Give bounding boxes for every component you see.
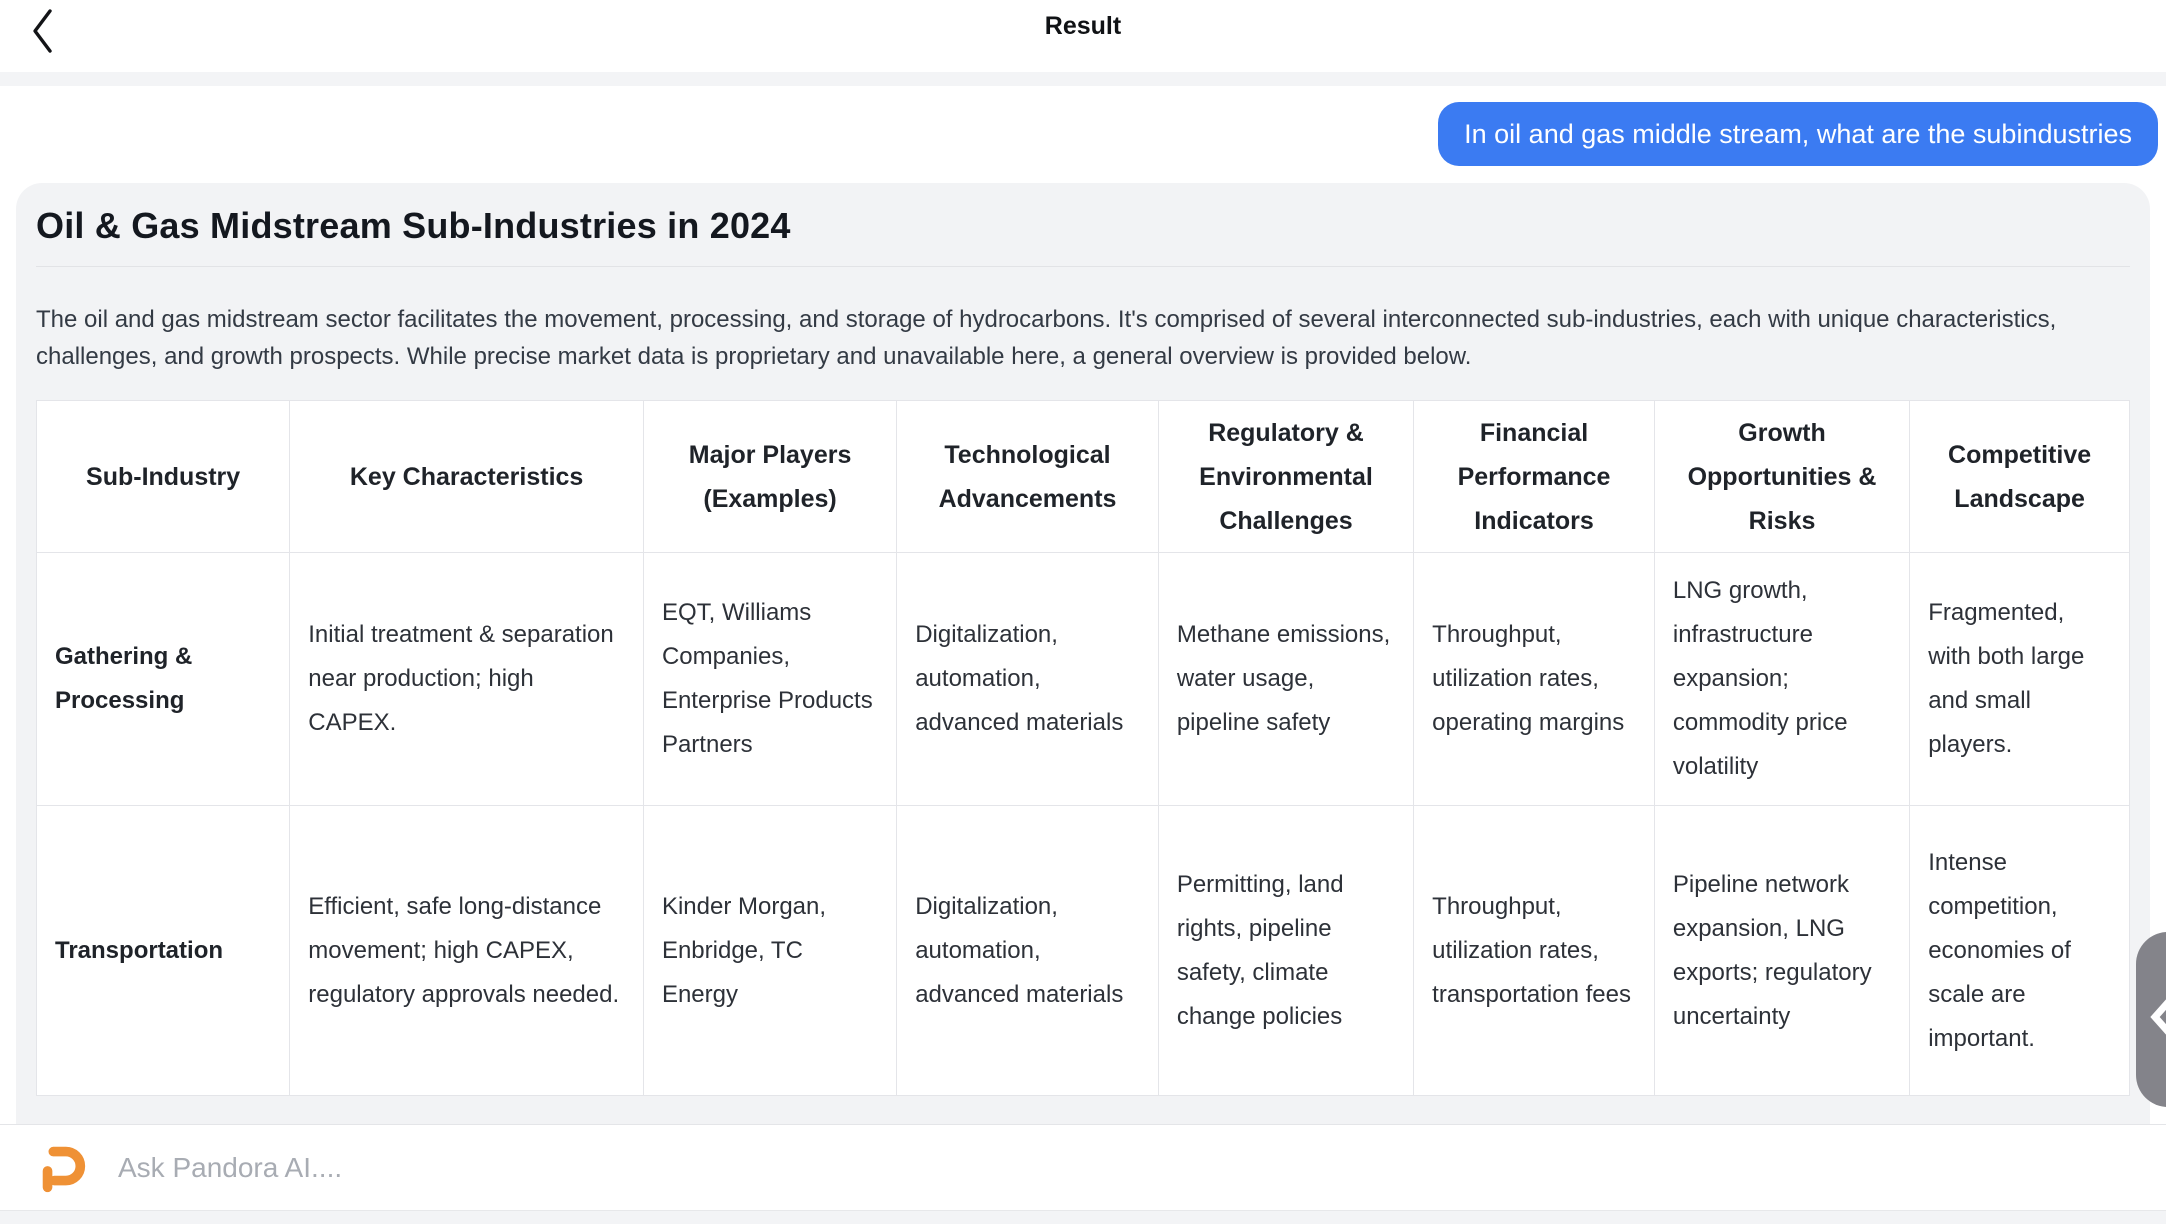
table-cell: Intense competition, economies of scale …: [1909, 805, 2130, 1096]
table-header-cell: Sub-Industry: [35, 400, 291, 553]
table-cell: Initial treatment & separation near prod…: [289, 552, 644, 806]
topbar: Result: [0, 0, 2166, 72]
result-card: Oil & Gas Midstream Sub-Industries in 20…: [16, 183, 2150, 1124]
table-header-cell: Regulatory & Environmental Challenges: [1157, 400, 1415, 553]
table-cell: Gathering & Processing: [35, 552, 291, 806]
table-header-row: Sub-Industry Key Characteristics Major Pla…: [35, 400, 2130, 553]
table-cell: Fragmented, with both large and small pl…: [1909, 552, 2130, 806]
table-cell: Throughput, utilization rates, transport…: [1413, 805, 1655, 1096]
back-button[interactable]: [18, 4, 66, 60]
article-title: Oil & Gas Midstream Sub-Industries in 20…: [36, 205, 791, 246]
table-cell: Digitalization, automation, advanced mat…: [896, 805, 1159, 1096]
chat-scroll-area: In oil and gas middle stream, what are t…: [0, 86, 2166, 1124]
page-title: Result: [1044, 12, 1122, 40]
table-row: Gathering & Processing Initial treatment …: [35, 552, 2130, 806]
table-cell: Throughput, utilization rates, operating…: [1413, 552, 1655, 806]
table-cell: Pipeline network expansion, LNG exports;…: [1653, 805, 1911, 1096]
table-header-cell: Key Characteristics: [289, 400, 644, 553]
table-header-cell: Growth Opportunities & Risks: [1653, 400, 1911, 553]
table-cell: Permitting, land rights, pipeline safety…: [1157, 805, 1415, 1096]
topbar-divider: [0, 72, 2166, 86]
pandora-logo-icon: [34, 1140, 90, 1196]
table-header-cell: Technological Advancements: [896, 400, 1159, 553]
table-header-cell: Financial Performance Indicators: [1413, 400, 1655, 553]
article-intro: The oil and gas midstream sector facilit…: [36, 306, 2057, 370]
table-cell: LNG growth, infrastructure expansion; co…: [1653, 552, 1911, 806]
ask-ai-input[interactable]: [118, 1151, 2132, 1184]
table-cell: Kinder Morgan, Enbridge, TC Energy: [642, 805, 898, 1096]
table-body: Gathering & Processing Initial treatment …: [35, 552, 2130, 1096]
table-cell: EQT, Williams Companies, Enterprise Prod…: [642, 552, 898, 806]
table-head: Sub-Industry Key Characteristics Major Pla…: [35, 400, 2130, 553]
bottom-home-strip: [0, 1210, 2166, 1224]
table-cell: Methane emissions, water usage, pipeline…: [1157, 552, 1415, 806]
composer-bar: [0, 1124, 2166, 1210]
chevron-left-icon: [27, 6, 57, 59]
table-row: Transportation Efficient, safe long-dista…: [35, 805, 2130, 1096]
table-cell: Transportation: [35, 805, 291, 1096]
table-cell: Efficient, safe long-distance movement; …: [289, 805, 644, 1096]
user-message-bubble: In oil and gas middle stream, what are t…: [1438, 102, 2158, 166]
table-cell: Digitalization, automation, advanced mat…: [896, 552, 1159, 806]
table-header-cell: Major Players (Examples): [642, 400, 898, 553]
subindustries-table: Sub-Industry Key Characteristics Major Pla…: [35, 400, 2130, 1096]
title-divider: [36, 266, 2130, 267]
chevron-left-icon: [2136, 993, 2166, 1046]
side-drawer-handle[interactable]: [2136, 932, 2166, 1107]
table-header-cell: Competitive Landscape: [1909, 400, 2130, 553]
